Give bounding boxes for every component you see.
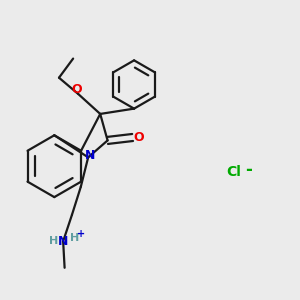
Text: H: H — [49, 236, 58, 246]
Text: N: N — [85, 149, 95, 162]
Text: +: + — [77, 229, 86, 239]
Text: H: H — [70, 233, 79, 243]
Text: O: O — [71, 83, 82, 96]
Text: O: O — [134, 131, 144, 144]
Text: N: N — [58, 235, 68, 248]
Text: -: - — [245, 161, 252, 179]
Text: Cl: Cl — [226, 165, 242, 179]
